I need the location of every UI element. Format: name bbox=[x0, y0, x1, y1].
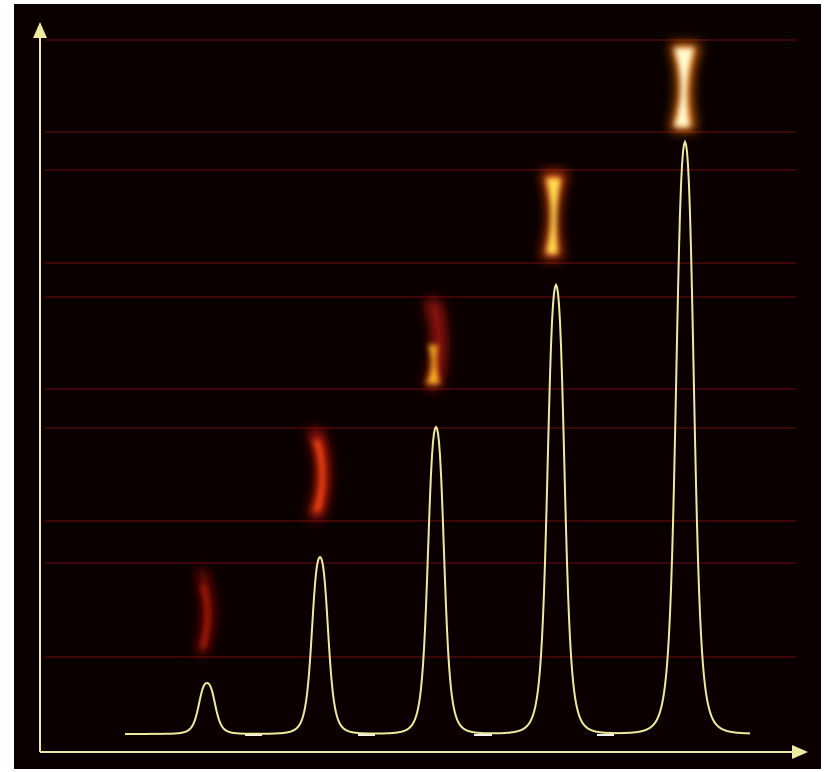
page: (() => { // Layout-only trace shape (the… bbox=[0, 0, 830, 772]
figure bbox=[0, 0, 830, 772]
panel-background bbox=[14, 4, 821, 769]
